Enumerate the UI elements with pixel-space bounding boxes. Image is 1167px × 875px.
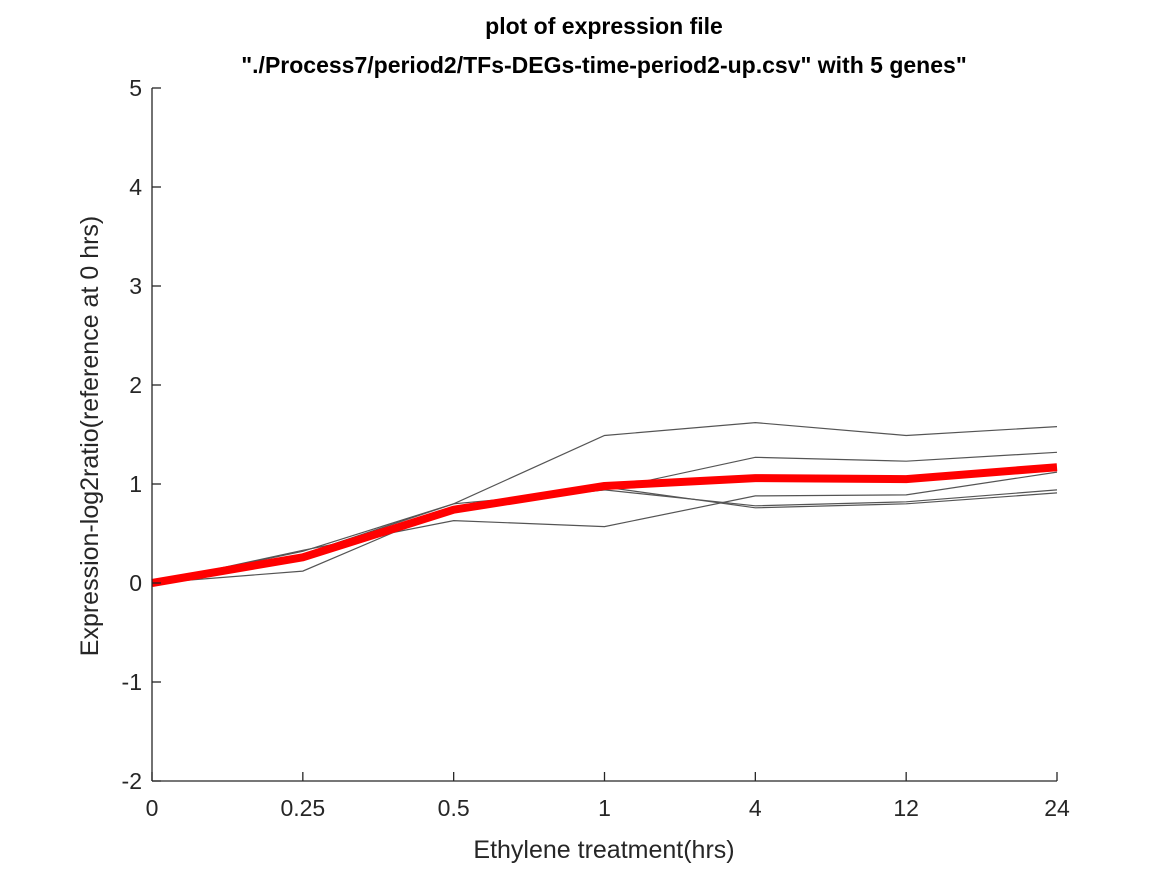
y-axis-ticks: -2 -1 0 1 2 3 4 5: [122, 75, 161, 794]
y-tick-label: 4: [129, 174, 142, 200]
x-tick-label: 24: [1044, 795, 1070, 821]
plot-lines: [151, 421, 1058, 587]
chart-title-line-1: plot of expression file: [485, 13, 723, 39]
mean-series-line: [151, 463, 1058, 587]
chart-title-line-2: "./Process7/period2/TFs-DEGs-time-period…: [241, 52, 966, 78]
x-tick-label: 1: [598, 795, 611, 821]
x-tick-label: 0.5: [438, 795, 470, 821]
x-axis-label: Ethylene treatment(hrs): [473, 836, 734, 864]
y-tick-label: 3: [129, 273, 142, 299]
gene-series-line-5: [151, 486, 1058, 584]
x-axis-ticks: 0 0.25 0.5 1 4 12 24: [146, 772, 1070, 821]
gene-series-line-1: [151, 421, 1058, 584]
y-tick-label: 2: [129, 372, 142, 398]
y-tick-label: 5: [129, 75, 142, 101]
y-tick-label: -1: [122, 669, 142, 695]
gene-series-line-4: [151, 489, 1058, 584]
y-tick-label: 0: [129, 570, 142, 596]
y-tick-label: 1: [129, 471, 142, 497]
x-tick-label: 0.25: [280, 795, 325, 821]
gene-series-line-3: [151, 471, 1058, 584]
x-tick-label: 4: [749, 795, 762, 821]
x-tick-label: 12: [893, 795, 919, 821]
x-tick-label: 0: [146, 795, 159, 821]
y-axis-label: Expression-log2ratio(reference at 0 hrs): [76, 216, 104, 656]
y-tick-label: -2: [122, 768, 142, 794]
